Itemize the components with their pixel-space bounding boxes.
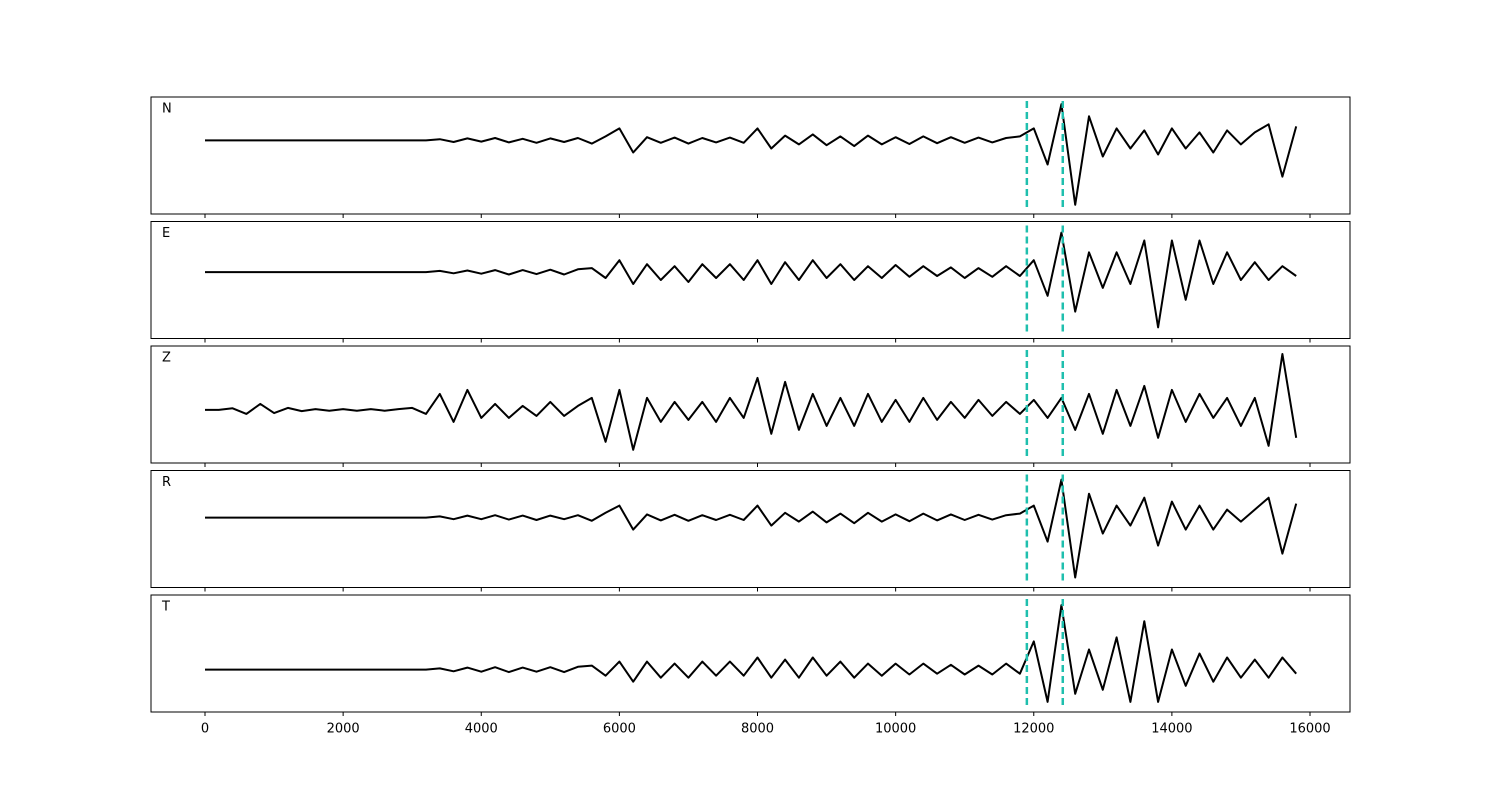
x-tick-label: 8000 — [741, 722, 774, 737]
panel-label: T — [161, 600, 170, 615]
panel-label: N — [162, 102, 172, 117]
panel-frame — [150, 221, 1351, 339]
x-tick-label: 16000 — [1289, 722, 1330, 737]
x-tick-label: 10000 — [875, 722, 916, 737]
waveform — [205, 353, 1298, 451]
panel-label: Z — [162, 351, 171, 366]
panel-label: R — [162, 475, 171, 490]
panel-frame — [150, 470, 1351, 588]
waveform — [205, 103, 1298, 206]
panel-frame — [150, 96, 1351, 215]
panel-frame — [150, 345, 1351, 464]
x-tick-label: 14000 — [1151, 722, 1192, 737]
panel-label: E — [162, 226, 170, 241]
x-tick-label: 6000 — [603, 722, 636, 737]
waveform — [205, 231, 1297, 329]
x-tick-label: 12000 — [1013, 722, 1054, 737]
x-tick-label: 0 — [201, 722, 209, 737]
x-tick-label: 4000 — [465, 722, 498, 737]
panel-frame — [150, 594, 1351, 713]
waveform — [205, 604, 1297, 703]
x-tick-label: 2000 — [327, 722, 360, 737]
waveform — [205, 478, 1298, 579]
